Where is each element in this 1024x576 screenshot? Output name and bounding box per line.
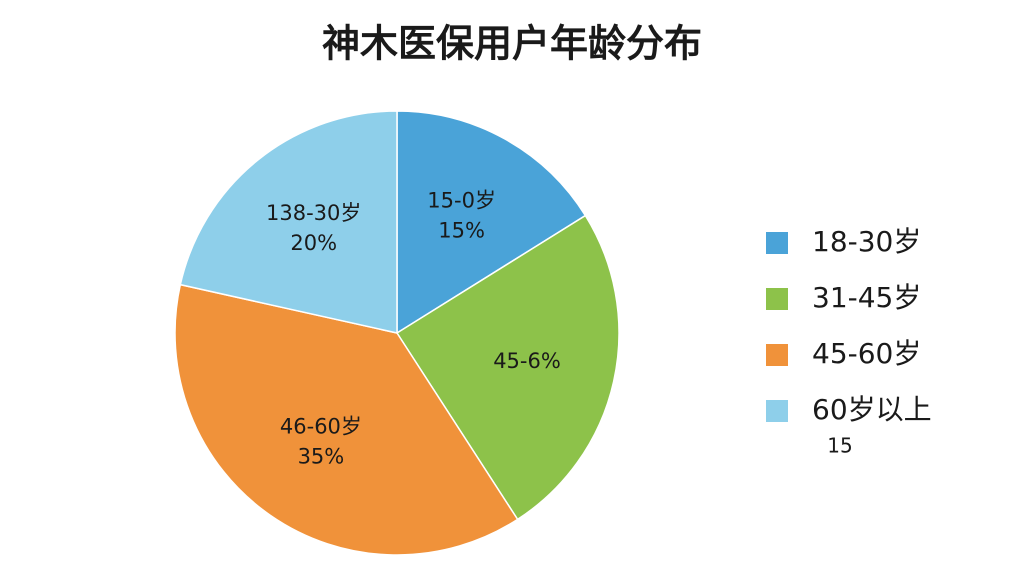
legend-label: 31-45岁 <box>812 281 921 314</box>
chart-title: 神木医保用户年龄分布 <box>322 22 702 66</box>
legend-swatch <box>766 232 788 254</box>
pie-slice <box>396 110 587 335</box>
slice-label: 35% <box>298 444 345 468</box>
slice-label: 45-6% <box>493 349 561 373</box>
slice-label: 46-60岁 <box>280 414 362 438</box>
pie-slice <box>174 283 519 556</box>
pie-slice <box>179 110 398 334</box>
pie-slice <box>395 214 620 521</box>
slice-label: 138-30岁 <box>266 201 361 225</box>
legend-swatch <box>766 344 788 366</box>
legend-label: 18-30岁 <box>812 225 921 258</box>
slice-label: 15-0岁 <box>427 189 496 213</box>
legend-swatch <box>766 400 788 422</box>
legend-label: 60岁以上 <box>812 393 932 426</box>
slice-label: 20% <box>290 231 337 255</box>
legend-swatch <box>766 288 788 310</box>
annotation: 15 <box>827 434 852 458</box>
legend-label: 45-60岁 <box>812 337 921 370</box>
slice-label: 15% <box>438 219 485 243</box>
